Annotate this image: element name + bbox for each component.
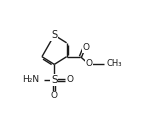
Text: O: O — [85, 59, 92, 68]
Text: O: O — [82, 43, 89, 52]
Text: O: O — [51, 91, 58, 100]
Text: CH₃: CH₃ — [107, 59, 122, 68]
Text: H₂N: H₂N — [22, 75, 39, 84]
Text: S: S — [51, 30, 57, 40]
Text: O: O — [67, 75, 74, 84]
Text: S: S — [51, 75, 58, 85]
